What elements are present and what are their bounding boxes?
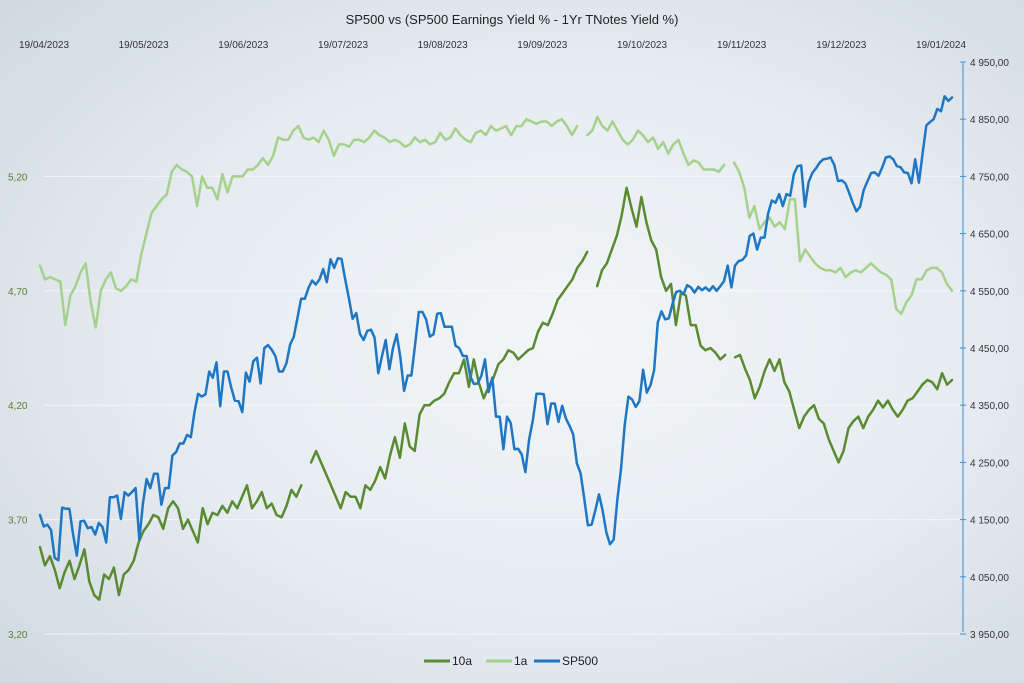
y-right-tick-label: 4 750,00 [970,172,1009,183]
series-line-1a [38,115,954,329]
y-right-tick-label: 4 350,00 [970,401,1009,412]
x-tick-label: 19/07/2023 [318,40,368,51]
series-lines [38,95,954,601]
x-tick-label: 19/10/2023 [617,40,667,51]
x-tick-label: 19/08/2023 [418,40,468,51]
x-tick-label: 19/06/2023 [218,40,268,51]
x-tick-label: 19/11/2023 [717,40,767,51]
legend-label: SP500 [562,654,598,668]
y-right-tick-label: 4 450,00 [970,344,1009,355]
chart-title: SP500 vs (SP500 Earnings Yield % - 1Yr T… [346,12,679,27]
y-right-tick-label: 4 950,00 [970,58,1009,69]
legend-label: 1a [514,654,528,668]
y-right-tick-label: 4 550,00 [970,287,1009,298]
y-right-tick-label: 4 250,00 [970,458,1009,469]
x-tick-label: 19/12/2023 [816,40,866,51]
x-tick-label: 19/04/2023 [19,40,69,51]
y-left-tick-label: 4,70 [8,287,28,298]
y-left-tick-label: 5,20 [8,172,28,183]
y-right-tick-label: 4 850,00 [970,115,1009,126]
legend: 10a 1a SP500 [424,654,598,668]
y-left-tick-label: 4,20 [8,401,28,412]
x-tick-label: 19/09/2023 [517,40,567,51]
y-right-tick-label: 3 950,00 [970,630,1009,641]
legend-label: 10a [452,654,472,668]
series-line-10a [38,186,954,601]
y-left-tick-label: 3,70 [8,516,28,527]
y-right-tick-label: 4 150,00 [970,516,1009,527]
y-right-tick-label: 4 050,00 [970,573,1009,584]
series-line-sp500 [38,95,954,562]
x-tick-labels: 19/04/2023 19/05/2023 19/06/2023 19/07/2023… [19,40,966,51]
y-right-tick-label: 4 650,00 [970,230,1009,241]
x-tick-label: 19/01/2024 [916,40,966,51]
y-left-tick-label: 3,20 [8,630,28,641]
y-left-tick-labels: 3,20 3,70 4,20 4,70 5,20 [8,172,28,641]
x-tick-label: 19/05/2023 [119,40,169,51]
y-right-tick-labels: 3 950,00 4 050,00 4 150,00 4 250,00 4 350,00… [960,58,1009,641]
